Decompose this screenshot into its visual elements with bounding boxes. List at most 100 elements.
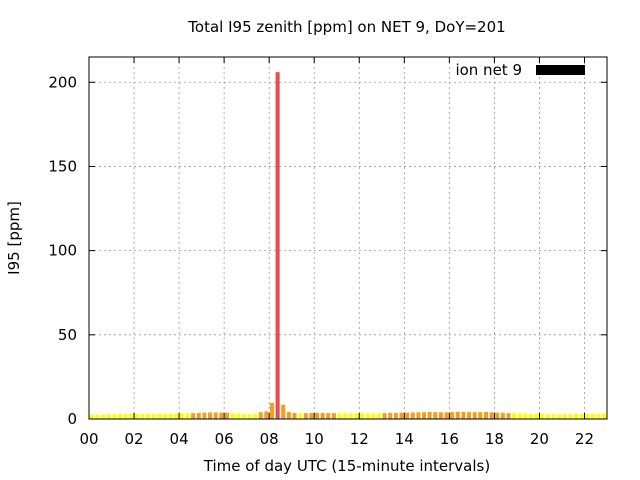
x-tick-label: 14	[395, 430, 414, 448]
bar	[512, 413, 517, 419]
x-tick-label: 18	[485, 430, 504, 448]
x-tick-label: 20	[530, 430, 549, 448]
bar	[286, 411, 291, 419]
bar	[89, 414, 94, 419]
chart-title: Total I95 zenith [ppm] on NET 9, DoY=201	[187, 18, 505, 36]
bar	[461, 411, 466, 419]
bar	[151, 413, 156, 419]
bar	[410, 412, 415, 419]
x-tick-label: 00	[79, 430, 98, 448]
bar	[382, 413, 387, 419]
x-tick-label: 12	[350, 430, 369, 448]
bar	[421, 412, 427, 419]
bar	[146, 413, 151, 419]
bar	[185, 413, 190, 419]
bar	[360, 413, 365, 419]
bar	[568, 413, 573, 419]
bar	[416, 412, 421, 419]
bar	[427, 411, 432, 419]
bar	[162, 413, 168, 419]
bars	[89, 72, 607, 419]
x-tick-label: 02	[124, 430, 143, 448]
y-tick-label: 150	[48, 157, 77, 175]
bar	[129, 414, 134, 419]
y-tick-label: 200	[48, 73, 77, 91]
bar	[101, 414, 106, 419]
bar	[174, 413, 179, 419]
bar	[219, 412, 224, 419]
y-axis-label: I95 [ppm]	[5, 201, 23, 275]
bar	[241, 413, 246, 419]
bar	[467, 412, 472, 419]
bar	[315, 412, 320, 419]
bar	[208, 412, 213, 419]
x-tick-label: 06	[215, 430, 234, 448]
bar	[253, 413, 258, 419]
bar	[196, 412, 201, 419]
bar	[236, 413, 241, 419]
bar	[405, 412, 410, 419]
bar	[455, 411, 460, 419]
bar	[399, 412, 404, 419]
bar	[388, 412, 393, 419]
bar	[438, 412, 443, 419]
bar	[528, 413, 534, 419]
bar	[269, 403, 275, 419]
bar	[517, 413, 522, 419]
legend: ion net 9	[455, 61, 585, 79]
bar	[140, 413, 145, 419]
y-tick-label: 50	[58, 326, 77, 344]
bar	[292, 412, 297, 419]
legend-swatch	[536, 65, 585, 75]
bar	[596, 413, 601, 419]
bar	[557, 414, 562, 419]
bar	[506, 413, 511, 419]
y-tick-labels: 0 50 100 150 200	[48, 73, 77, 428]
y-tick-label: 100	[48, 242, 77, 260]
bar	[123, 413, 128, 419]
bar	[444, 412, 449, 419]
bar	[495, 412, 500, 419]
ticks	[88, 57, 607, 420]
legend-label: ion net 9	[455, 61, 522, 79]
x-tick-label: 22	[575, 430, 594, 448]
bar	[213, 412, 218, 419]
bar	[579, 413, 584, 419]
bar	[354, 413, 359, 419]
bar	[264, 411, 269, 419]
bar	[343, 413, 348, 419]
x-tick-label: 08	[260, 430, 279, 448]
bar	[371, 413, 376, 419]
bar	[489, 412, 494, 419]
bar	[562, 414, 567, 419]
bar	[281, 404, 286, 419]
bar	[602, 413, 607, 419]
bar	[168, 413, 173, 419]
bar	[230, 413, 235, 419]
bar	[534, 413, 539, 419]
bar	[365, 413, 370, 419]
bar	[450, 412, 455, 419]
bar	[224, 412, 229, 419]
x-axis-label: Time of day UTC (15-minute intervals)	[203, 457, 490, 475]
bar	[117, 414, 122, 419]
bar	[106, 414, 111, 419]
bar	[551, 414, 556, 419]
bar	[303, 413, 308, 419]
grid	[89, 57, 607, 419]
bar	[348, 413, 353, 419]
bar	[523, 413, 528, 419]
bar	[337, 413, 342, 419]
bar	[376, 413, 381, 419]
bar	[540, 413, 545, 419]
bar	[258, 412, 263, 419]
x-tick-labels: 00 02 04 06 08 10 12 14 16 18 20 22	[79, 430, 594, 448]
bar	[331, 413, 336, 419]
bar	[95, 414, 100, 419]
bar	[157, 413, 162, 419]
bar	[320, 412, 325, 419]
bar	[483, 411, 488, 419]
bar	[545, 414, 550, 419]
bar	[326, 413, 331, 419]
